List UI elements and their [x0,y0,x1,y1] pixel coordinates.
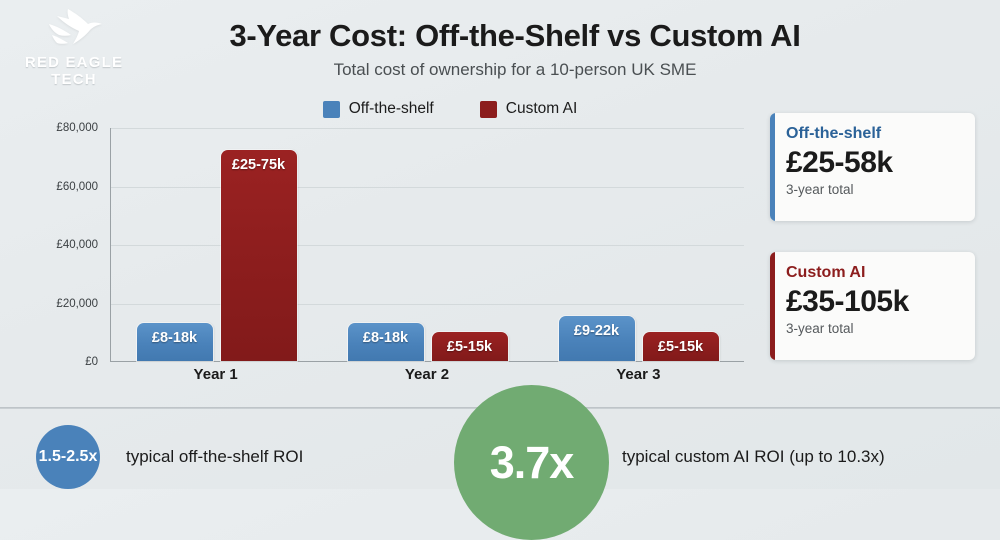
bar-off-the-shelf-year-1: £8-18k [136,322,213,361]
bar-value-label: £5-15k [657,338,704,355]
y-axis-tick-label: £0 [85,356,98,368]
roi-badge-off-the-shelf: 1.5-2.5x [36,425,100,489]
summary-card-value: £35-105k [786,285,909,318]
chart-legend: Off-the-shelf Custom AI [140,100,760,118]
summary-card-custom-ai: Custom AI £35-105k 3-year total [770,252,975,360]
bar-off-the-shelf-year-3: £9-22k [558,315,635,361]
bar-group-year-3: £9-22k £5-15k [558,128,719,361]
bar-custom-ai-year-2: £5-15k [431,331,508,361]
roi-badge-custom-ai: 3.7x [454,385,609,540]
summary-card-value: £25-58k [786,146,893,179]
bar-value-label: £8-18k [151,329,198,346]
summary-card-caption: 3-year total [786,182,854,197]
page-title: 3-Year Cost: Off-the-Shelf vs Custom AI [229,18,801,53]
x-axis-tick-label: Year 1 [193,366,238,383]
bar-group-year-2: £8-18k £5-15k [347,128,508,361]
eagle-icon [49,9,102,44]
bar-custom-ai-year-3: £5-15k [642,331,719,361]
y-axis-tick-label: £20,000 [56,297,98,310]
y-axis-tick-label: £40,000 [56,239,98,251]
x-axis-tick-label: Year 2 [404,366,450,383]
bar-value-label: £9-22k [573,322,620,339]
bar-off-the-shelf-year-2: £8-18k [347,322,424,361]
brand-name-line2: TECH [51,71,97,88]
x-axis-labels: Year 1 Year 2 Year 3 [110,366,744,383]
legend-item-custom-ai: Custom AI [479,100,578,118]
y-axis-labels: £0 £20,000 £40,000 £60,000 £80,000 [0,122,104,368]
chart-gridline [111,186,744,188]
legend-swatch-off-the-shelf [322,100,340,118]
chart-gridline [111,303,744,305]
legend-item-off-the-shelf: Off-the-shelf [322,100,434,118]
summary-card-title: Custom AI [786,264,866,281]
bar-value-label: £25-75k [231,157,286,174]
summary-card-caption: 3-year total [786,321,854,336]
bar-value-label: £5-15k [446,338,493,355]
x-axis-tick-label: Year 3 [616,366,661,383]
page-subtitle: Total cost of ownership for a 10-person … [333,60,697,79]
summary-card-title: Off-the-shelf [786,125,882,142]
roi-label-custom-ai: typical custom AI ROI (up to 10.3x) [622,447,885,466]
chart-gridline [111,245,744,246]
summary-card-off-the-shelf: Off-the-shelf £25-58k 3-year total [770,113,975,221]
y-axis-tick-label: £60,000 [56,180,98,193]
roi-label-off-the-shelf: typical off-the-shelf ROI [126,447,304,466]
bar-value-label: £8-18k [362,329,409,346]
y-axis-tick-label: £80,000 [56,122,98,134]
bar-chart: £0 £20,000 £40,000 £60,000 £80,000 £8-18k £25… [0,122,760,390]
legend-label-off-the-shelf: Off-the-shelf [348,100,434,117]
legend-swatch-custom-ai [479,100,497,118]
chart-plot-area: £8-18k £25-75k £8-18k £5-15k £9-22k £5-15k [110,128,744,362]
chart-gridline [111,128,744,129]
brand-logo: RED EAGLE TECH [14,6,134,88]
brand-name-line1: RED EAGLE [24,54,124,71]
chart-bars: £8-18k £25-75k £8-18k £5-15k £9-22k £5-15k [111,128,744,361]
bar-group-year-1: £8-18k £25-75k [136,128,297,361]
bar-custom-ai-year-1: £25-75k [220,150,297,361]
legend-label-custom-ai: Custom AI [505,100,578,117]
